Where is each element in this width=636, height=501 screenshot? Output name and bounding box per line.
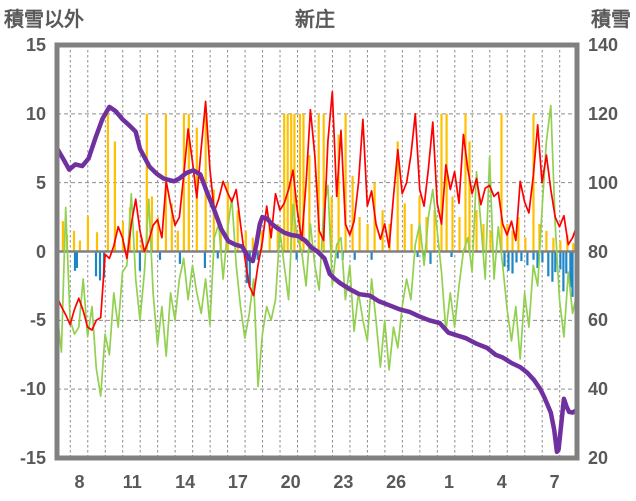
purple-line-series [57,104,577,455]
y-right-tick: 80 [588,242,608,262]
plot-border [54,42,580,461]
x-tick: 1 [444,472,454,492]
y-left-tick: -5 [30,310,46,330]
y-left-tick: 0 [36,242,46,262]
x-tick: 14 [175,472,195,492]
y-axis-right-ticks: 140 120 100 80 60 40 20 [588,35,618,468]
y-right-tick: 140 [588,35,618,55]
y-right-tick: 60 [588,310,608,330]
red-line-series [57,90,577,331]
chart-title: 新庄 [295,7,335,31]
x-tick: 23 [333,472,353,492]
y-left-tick: 5 [36,173,46,193]
y-left-tick: -10 [20,379,46,399]
x-tick: 20 [281,472,301,492]
y-right-tick: 20 [588,448,608,468]
y-axis-left-ticks: 15 10 5 0 -5 -10 -15 [20,35,46,468]
y-right-tick: 100 [588,173,618,193]
x-tick: 7 [550,472,560,492]
y-right-tick: 120 [588,104,618,124]
y-left-tick: 15 [26,35,46,55]
x-tick: 26 [386,472,406,492]
y-left-tick: -15 [20,448,46,468]
right-axis-title: 積雪 [591,8,631,31]
left-axis-title: 積雪以外 [4,7,84,31]
x-tick: 8 [74,472,84,492]
x-tick: 4 [497,472,507,492]
green-line-series [57,104,577,397]
x-tick: 11 [123,472,142,492]
x-tick: 17 [228,472,248,492]
y-left-tick: 10 [26,104,46,124]
y-right-tick: 40 [588,379,608,399]
x-axis-ticks: 8 11 14 17 20 23 26 1 4 7 [74,472,559,492]
